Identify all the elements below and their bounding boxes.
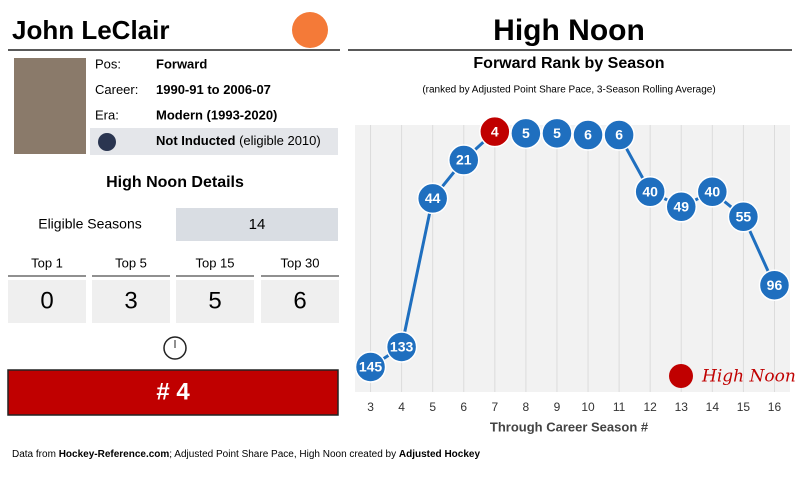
top-label: Top 15	[195, 255, 234, 270]
info-value: Forward	[156, 56, 207, 71]
point	[758, 269, 791, 301]
player-photo	[14, 58, 86, 154]
top-label: Top 5	[115, 255, 147, 270]
x-tick-label: 8	[523, 400, 530, 414]
top-value: 0	[40, 287, 53, 314]
footer: Data from Hockey-Reference.com; Adjusted…	[12, 449, 480, 460]
point-label: 5	[553, 125, 561, 141]
point	[479, 115, 511, 148]
x-tick-label: 16	[768, 400, 782, 414]
point-label: 133	[390, 339, 414, 355]
hof-icon	[98, 133, 116, 151]
x-tick-label: 9	[554, 400, 561, 414]
eligible-value: 14	[249, 216, 266, 233]
high-noon-box	[7, 369, 339, 416]
top-value: 3	[124, 287, 137, 314]
info-label: Career:	[95, 82, 138, 97]
x-tick-label: 12	[643, 400, 657, 414]
point-label: 145	[359, 359, 383, 375]
point	[354, 351, 387, 383]
x-tick-label: 11	[613, 400, 626, 414]
eligible-box	[176, 208, 338, 241]
x-tick-label: 6	[460, 400, 467, 414]
x-tick-label: 3	[367, 400, 374, 414]
point-label: 5	[522, 125, 530, 141]
eligible-label: Eligible Seasons	[38, 216, 142, 232]
x-tick-label: 10	[581, 400, 595, 414]
point-label: 40	[642, 183, 658, 199]
plot-area	[355, 125, 790, 392]
info-label: Era:	[95, 107, 119, 122]
footer-text: Data from	[12, 449, 59, 460]
team-logo	[292, 12, 328, 48]
info-value: 1990-91 to 2006-07	[156, 82, 271, 97]
x-tick-label: 7	[491, 400, 498, 414]
hof-row-bg	[90, 128, 338, 155]
page-title: High Noon	[493, 14, 645, 47]
point-label: 6	[615, 127, 623, 143]
point-label: 6	[584, 127, 592, 143]
point	[416, 182, 449, 215]
point-label: 55	[736, 208, 752, 224]
point-label: 44	[425, 190, 441, 206]
legend-label: High Noon	[701, 367, 796, 387]
hof-status-text: Not Inducted	[156, 133, 235, 148]
x-tick-label: 4	[398, 400, 405, 414]
top-box	[8, 280, 86, 323]
point-label: 21	[456, 152, 472, 168]
point	[727, 201, 760, 233]
x-tick-label: 15	[737, 400, 751, 414]
top-box	[176, 280, 254, 323]
top-value: 6	[293, 287, 306, 314]
footer-text: ; Adjusted Point Share Pace, High Noon c…	[169, 449, 399, 460]
point-label: 49	[673, 198, 689, 214]
point	[510, 117, 542, 150]
details-title: High Noon Details	[106, 174, 244, 191]
point	[385, 331, 418, 363]
point	[572, 119, 604, 151]
point-label: 4	[491, 123, 499, 139]
top-box	[92, 280, 170, 323]
high-noon-value: # 4	[156, 378, 190, 405]
point	[603, 119, 635, 151]
info-label: Pos:	[95, 56, 121, 71]
top-value: 5	[208, 287, 221, 314]
top-label: Top 30	[280, 255, 319, 270]
top-box	[261, 280, 339, 323]
point	[634, 176, 666, 208]
legend-marker	[669, 364, 693, 388]
chart-subtitle: (ranked by Adjusted Point Share Pace, 3-…	[422, 85, 715, 96]
footer-credit: Adjusted Hockey	[399, 449, 481, 460]
player-name: John LeClair	[12, 15, 169, 45]
hof-status: Not Inducted (eligible 2010)	[156, 133, 321, 148]
point	[541, 117, 573, 150]
point	[665, 191, 697, 223]
top-label: Top 1	[31, 255, 63, 270]
point-label: 96	[767, 277, 783, 293]
point	[696, 176, 729, 208]
x-axis-label: Through Career Season #	[490, 419, 649, 434]
x-tick-label: 13	[675, 400, 689, 414]
point	[448, 144, 480, 176]
x-tick-label: 5	[429, 400, 436, 414]
info-value: Modern (1993-2020)	[156, 107, 277, 122]
x-tick-label: 14	[706, 400, 720, 414]
point-label: 40	[705, 183, 721, 199]
footer-source: Hockey-Reference.com	[59, 449, 170, 460]
hof-note: (eligible 2010)	[239, 133, 321, 148]
chart-title: Forward Rank by Season	[473, 55, 664, 72]
